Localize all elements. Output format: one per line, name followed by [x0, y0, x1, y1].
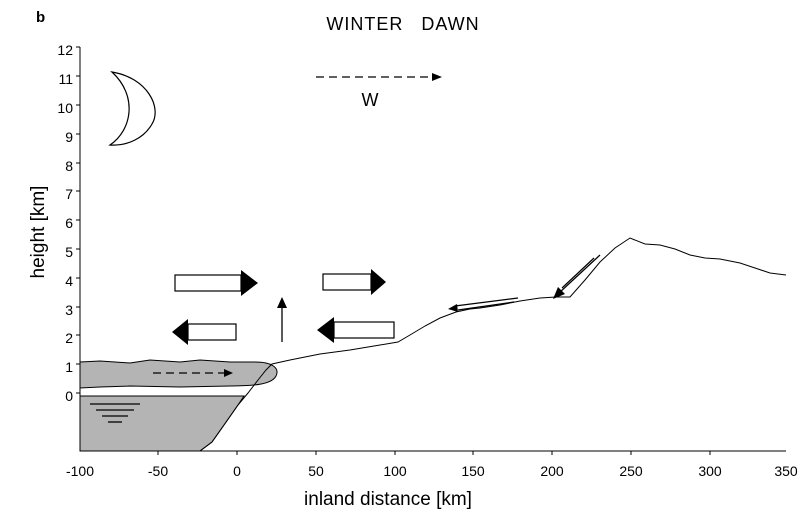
y-tick-label-5: 5 — [65, 244, 73, 260]
wind-label: W — [362, 90, 379, 110]
x-tick-label-5: 150 — [461, 463, 485, 479]
sea-wave-icon — [90, 403, 140, 423]
y-tick-labels: 0 1 2 3 4 5 6 7 8 9 10 11 12 — [57, 42, 73, 404]
y-tick-label-10: 10 — [57, 100, 73, 116]
y-tick-label-9: 9 — [65, 129, 73, 145]
x-tick-label-6: 200 — [540, 463, 564, 479]
y-tick-label-2: 2 — [65, 330, 73, 346]
plot-frame — [79, 47, 786, 452]
circulation-arrow-lower-left — [172, 319, 237, 345]
x-tick-label-9: 350 — [774, 463, 798, 479]
y-tick-label-1: 1 — [65, 359, 73, 375]
y-tick-label-12: 12 — [57, 42, 73, 58]
y-tick-label-8: 8 — [65, 158, 73, 174]
y-tick-label-0: 0 — [65, 388, 73, 404]
x-tick-label-7: 250 — [619, 463, 643, 479]
circulation-arrow-upper-left — [174, 270, 258, 296]
tick-marks — [76, 46, 711, 455]
x-tick-label-2: 0 — [233, 463, 241, 479]
downslope-arrow-slope — [448, 297, 519, 312]
y-axis-title: height [km] — [28, 186, 49, 279]
marine-layer-wind-arrow — [153, 369, 233, 377]
x-tick-label-3: 50 — [308, 463, 324, 479]
panel-letter: b — [36, 9, 45, 26]
moon-icon — [108, 71, 156, 146]
panel-title: WINTER DAWN — [326, 14, 479, 34]
y-tick-label-6: 6 — [65, 215, 73, 231]
downslope-arrow-mountain — [553, 254, 601, 299]
marine-layer — [79, 359, 278, 389]
x-tick-label-4: 100 — [383, 463, 407, 479]
x-axis-title: inland distance [km] — [304, 489, 472, 510]
y-tick-label-4: 4 — [65, 273, 73, 289]
x-tick-label-0: -100 — [66, 463, 94, 479]
terrain-profile — [199, 237, 787, 452]
updraft-arrow — [277, 297, 287, 342]
x-tick-labels: -100 -50 0 50 100 150 200 250 300 350 — [66, 463, 798, 479]
westerly-wind-arrow — [316, 73, 442, 81]
x-tick-label-1: -50 — [148, 463, 168, 479]
x-tick-label-8: 300 — [698, 463, 722, 479]
y-tick-label-3: 3 — [65, 302, 73, 318]
circulation-arrow-lower-right — [317, 317, 395, 343]
circulation-arrow-upper-right — [322, 269, 386, 295]
y-tick-label-7: 7 — [65, 186, 73, 202]
y-tick-label-11: 11 — [58, 71, 73, 87]
